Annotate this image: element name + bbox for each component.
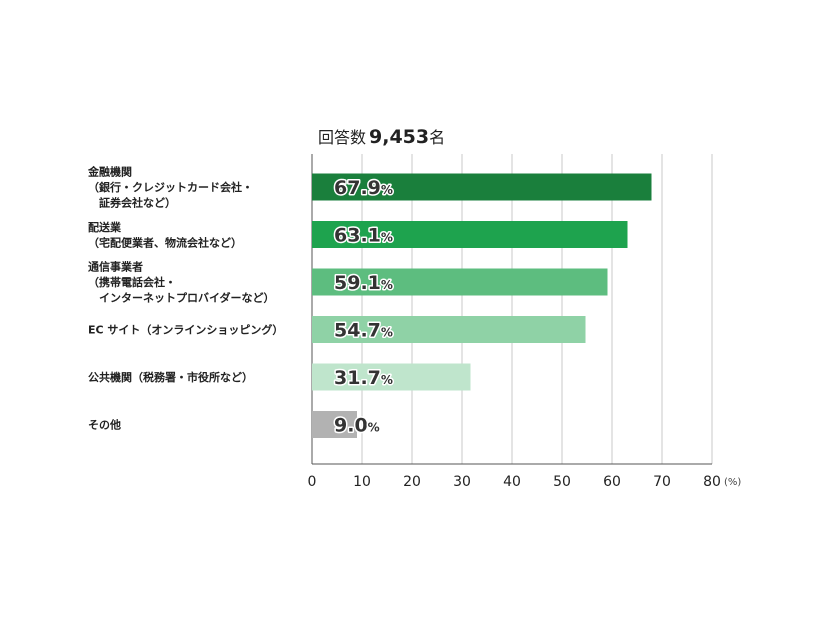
value-label: 31.7%: [334, 367, 393, 389]
category-label: （宅配便業者、物流会社など）: [88, 235, 242, 249]
x-tick-label: 40: [503, 474, 521, 490]
bars: [312, 173, 652, 438]
x-tick-label: 30: [453, 474, 471, 490]
x-tick-label: 0: [308, 474, 317, 490]
category-label: （銀行・クレジットカード会社・: [88, 180, 253, 194]
respondent-count: 9,453: [369, 126, 429, 148]
category-label: EC サイト（オンラインショッピング）: [88, 323, 283, 337]
value-label: 67.9%: [334, 177, 393, 199]
bar: [312, 316, 586, 343]
category-label: 公共機関（税務署・市役所など）: [88, 370, 253, 384]
value-label: 63.1%: [334, 225, 393, 247]
x-tick-label: 50: [553, 474, 571, 490]
category-label: 通信事業者: [88, 260, 143, 274]
category-label: 配送業: [88, 220, 122, 234]
value-label: 9.0%: [334, 415, 380, 437]
category-label: 証券会社など）: [88, 196, 176, 210]
bar: [312, 363, 471, 391]
x-tick-label: 80: [703, 474, 721, 490]
category-label: インターネットプロバイダーなど）: [88, 291, 275, 305]
bar: [312, 173, 652, 201]
x-tick-label: 20: [403, 474, 421, 490]
category-labels: 金融機関（銀行・クレジットカード会社・ 証券会社など） 配送業（宅配便業者、物流会…: [87, 165, 283, 432]
bar: [312, 411, 357, 438]
x-tick-label: 60: [603, 474, 621, 490]
respondent-prefix: 回答数: [318, 128, 366, 147]
respondent-count-label: 回答数 9,453名: [318, 126, 445, 148]
value-labels: 67.9% 63.1% 59.1% 54.7% 31.7% 9.0%: [333, 176, 395, 439]
x-axis-ticks: 0 10 20 30 40 50 60 70 80 (%): [308, 474, 742, 490]
respondent-suffix: 名: [429, 128, 445, 147]
bar: [312, 268, 608, 296]
value-label: 59.1%: [334, 272, 393, 294]
category-label: 金融機関: [87, 165, 132, 179]
x-tick-label: 70: [653, 474, 671, 490]
category-label: （携帯電話会社・: [88, 275, 176, 289]
x-tick-label: 10: [353, 474, 371, 490]
gridlines: [311, 154, 713, 465]
category-label: その他: [88, 418, 121, 432]
x-axis-unit: (%): [724, 477, 741, 488]
value-label: 54.7%: [334, 320, 393, 342]
bar: [312, 221, 628, 248]
